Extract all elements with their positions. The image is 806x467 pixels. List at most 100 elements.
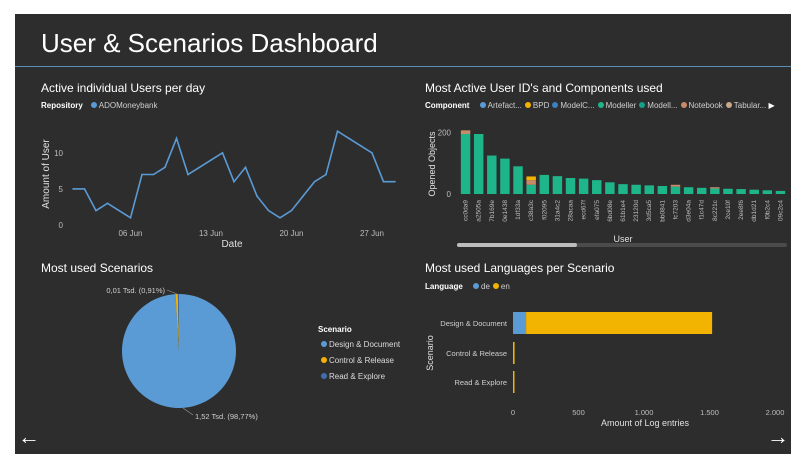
x-tick-label: 09c2c4 [777,200,784,221]
data-point [118,209,120,212]
data-point [244,166,247,169]
leader-line [166,289,178,295]
x-axis-title: Amount of Log entries [601,418,690,428]
legend-dot [492,283,499,289]
data-point [164,166,166,169]
legend-item[interactable]: Notebook [688,101,723,110]
legend-dot [473,283,480,289]
users-line-chart[interactable]: 0 5 10 06 Jun 13 Jun 20 Jun 27 Jun Date Amount o… [15,14,791,454]
x-axis-title: Date [221,239,243,250]
horizontal-scrollbar[interactable] [457,243,787,247]
x-tick-label: bb0841 [659,200,666,222]
pie-legend-item[interactable]: Control & Release [318,356,394,365]
legend-label: Language [425,282,463,291]
pie-slice [177,294,179,351]
legend-dot [524,102,531,108]
bar-segment [644,185,654,194]
y-tick-label: 0 [59,221,64,230]
bar-segment [526,176,536,181]
bar-segment [696,187,707,194]
data-point [290,209,293,212]
scrollbar-thumb[interactable] [457,243,577,247]
pie-slice [122,294,237,409]
data-point [336,130,339,133]
bar-segment [670,186,681,194]
x-tick-label: f1c47d [699,200,706,220]
data-point [279,216,281,219]
bar-segment [526,312,713,334]
x-tick-label: db1d21 [751,200,758,222]
legend-item[interactable]: BPD [532,101,550,110]
x-axis-title: User [613,234,632,244]
y-tick-label: 5 [59,185,64,194]
legend-item[interactable]: ADOMoneybank [98,101,158,110]
pie-legend-item[interactable]: Read & Explore [318,372,385,381]
bar-segment [552,176,563,194]
bar-segment [460,134,471,194]
legend-item[interactable]: Artefact... [487,101,522,110]
languages-bar-chart[interactable]: Design & Document Control & Release Read &… [15,14,791,454]
legend-item[interactable]: Modeller [605,101,637,110]
data-point [325,173,327,176]
x-tick-label: fc7203 [672,200,679,220]
legend-item[interactable]: de [481,282,490,291]
data-point [371,152,373,154]
bar-segment [513,166,523,194]
x-tick-label: 0e1438 [502,200,509,222]
data-point [95,209,97,212]
bar-segment [513,342,515,364]
x-tick-label: 0 [511,408,515,417]
bar-segment [710,187,720,189]
leader-line [182,407,194,416]
y-tick-label: Control & Release [446,349,507,358]
x-tick-label: 2.000 [766,408,785,417]
bar-segment [487,155,497,194]
scenarios-title: Most used Scenarios [41,261,154,275]
x-tick-label: 8c221c [712,199,719,221]
data-point [141,173,143,176]
users-per-day-legend: Repository ADOMoneybank [41,101,158,110]
legend-dot [90,102,97,108]
legend-next-arrow-icon[interactable]: ▶ [766,101,775,110]
active-users-title: Most Active User ID's and Components use… [425,81,663,95]
bar-segment [670,184,681,187]
previous-page-arrow-icon[interactable]: ← [18,424,40,449]
data-point [256,195,258,197]
x-tick-label: 500 [572,408,585,417]
page-title: User & Scenarios Dashboard [41,28,378,58]
scenarios-pie-chart[interactable]: 0,01 Tsd. (0,91%) 1,52 Tsd. (98,77%) [15,14,791,454]
legend-item[interactable]: en [500,282,510,291]
legend-dot [639,102,646,108]
legend-item[interactable]: ModelC... [560,101,595,110]
x-tick-label: 2ce10f [725,200,732,220]
legend-dot [321,341,327,347]
bar-segment [657,186,668,194]
data-point [175,137,178,140]
data-point [382,180,385,183]
legend-label: Component [425,101,470,110]
x-tick-label: 6bd08e [607,200,614,222]
legend-item[interactable]: Modell... [647,101,678,110]
dashboard: User & Scenarios Dashboard Active indivi… [15,14,791,454]
data-point [267,209,270,212]
data-point [129,216,132,219]
data-point [302,195,304,197]
y-tick-label: 200 [438,128,452,137]
bar-segment [631,184,641,194]
legend-dot [725,102,732,108]
x-tick-label: 1.000 [635,408,654,417]
data-point [152,173,155,176]
languages-legend: Language de en [425,282,510,291]
x-tick-label: 1.500 [700,408,719,417]
next-page-arrow-icon[interactable]: → [767,424,789,449]
legend-label: Repository [41,101,83,110]
pie-legend-item[interactable]: Design & Document [318,340,400,349]
data-point [198,166,201,169]
legend-item[interactable]: Tabular... [733,101,767,110]
pie-legend-label: Scenario [318,325,352,334]
bar-segment [565,178,576,194]
x-tick-label: 23120d [633,200,640,222]
languages-title: Most used Languages per Scenario [425,261,615,275]
bar-segment [500,158,510,194]
